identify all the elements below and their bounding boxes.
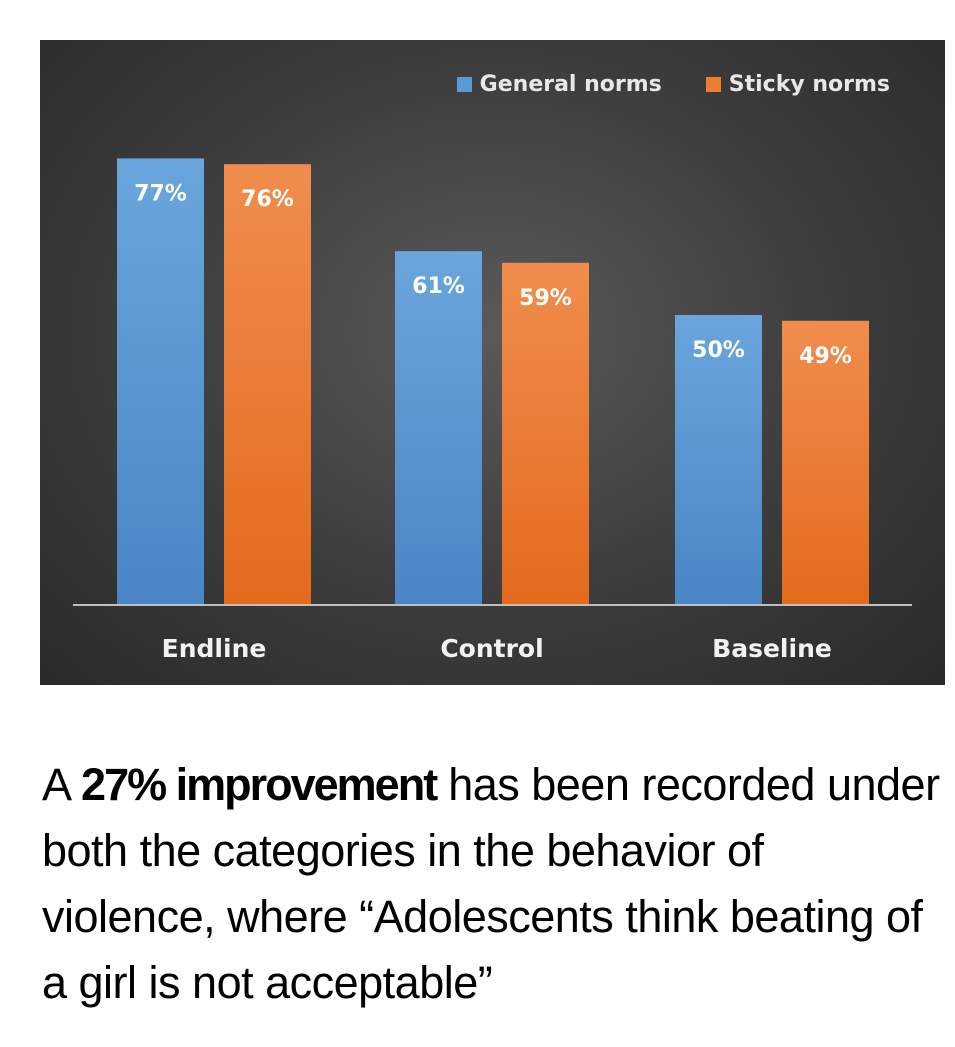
data-label-baseline-sticky: 49% — [799, 344, 852, 369]
caption-rest: has been recorded under both the categor… — [42, 759, 940, 1008]
legend-label-general: General norms — [479, 72, 662, 97]
category-label-endline: Endline — [162, 634, 267, 663]
bar-control-sticky — [502, 262, 589, 605]
bar-control-general — [395, 251, 482, 605]
data-label-control-sticky: 59% — [519, 286, 572, 311]
legend-item-general: General norms — [456, 72, 662, 97]
data-label-endline-sticky: 76% — [241, 187, 294, 212]
bar-chart: 77% 76% Endline 61% 59% Control 50% 49% Baseline — [73, 158, 912, 663]
bar-baseline-sticky — [782, 320, 869, 605]
caption-highlight: 27% improvement — [81, 759, 438, 810]
category-label-control: Control — [440, 634, 543, 663]
bar-endline-sticky — [224, 164, 311, 605]
caption-prefix: A — [42, 759, 82, 810]
legend-swatch-sticky — [705, 77, 721, 92]
labels-layer: 77% 76% Endline 61% 59% Control 50% 49% Baseline — [134, 181, 852, 663]
legend-label-sticky: Sticky norms — [728, 72, 890, 97]
bar-baseline-general — [675, 315, 762, 605]
bar-endline-general — [117, 158, 204, 605]
data-label-control-general: 61% — [412, 274, 465, 299]
data-label-endline-general: 77% — [134, 181, 187, 206]
caption: A 27% improvement has been recorded unde… — [42, 752, 942, 1016]
data-label-baseline-general: 50% — [692, 338, 745, 363]
legend-swatch-general — [456, 77, 472, 92]
legend-item-sticky: Sticky norms — [705, 72, 890, 97]
category-label-baseline: Baseline — [712, 634, 832, 663]
bars-layer — [117, 158, 869, 605]
chart-panel: 77% 76% Endline 61% 59% Control 50% 49% Baseline… — [40, 40, 945, 685]
legend: General norms Sticky norms — [456, 72, 890, 97]
